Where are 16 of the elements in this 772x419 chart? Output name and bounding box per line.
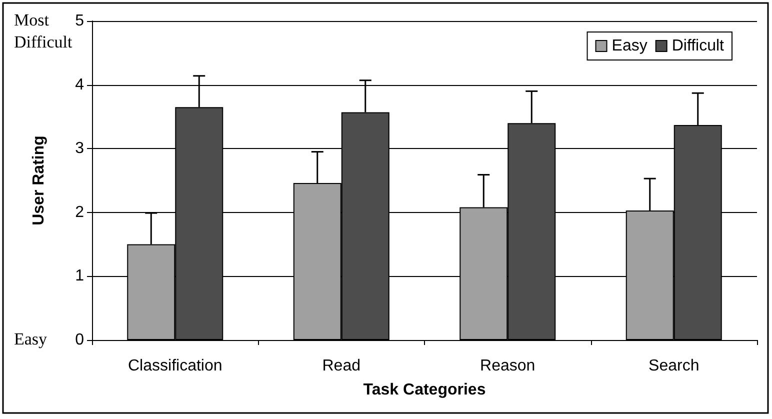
y-tick-label: 0 (75, 332, 84, 348)
x-tick-label: Reason (480, 358, 536, 374)
text: Most Difficult (14, 10, 73, 52)
text: Easy (14, 330, 48, 348)
y-tick-label: 5 (75, 12, 84, 30)
y-tick-label: 3 (75, 140, 84, 158)
x-axis-title: Task Categories (363, 382, 486, 398)
legend-label: Difficult (672, 38, 725, 54)
y-axis-title: User Rating (30, 136, 48, 226)
x-tick-label: Search (648, 358, 700, 374)
x-tick-label: Read (322, 358, 360, 374)
y-tick-label: 4 (75, 76, 84, 94)
legend-label: Easy (612, 38, 648, 54)
y-tick-label: 1 (75, 268, 84, 285)
y-tick-label: 2 (75, 204, 84, 221)
x-tick-label: Classification (128, 358, 222, 374)
